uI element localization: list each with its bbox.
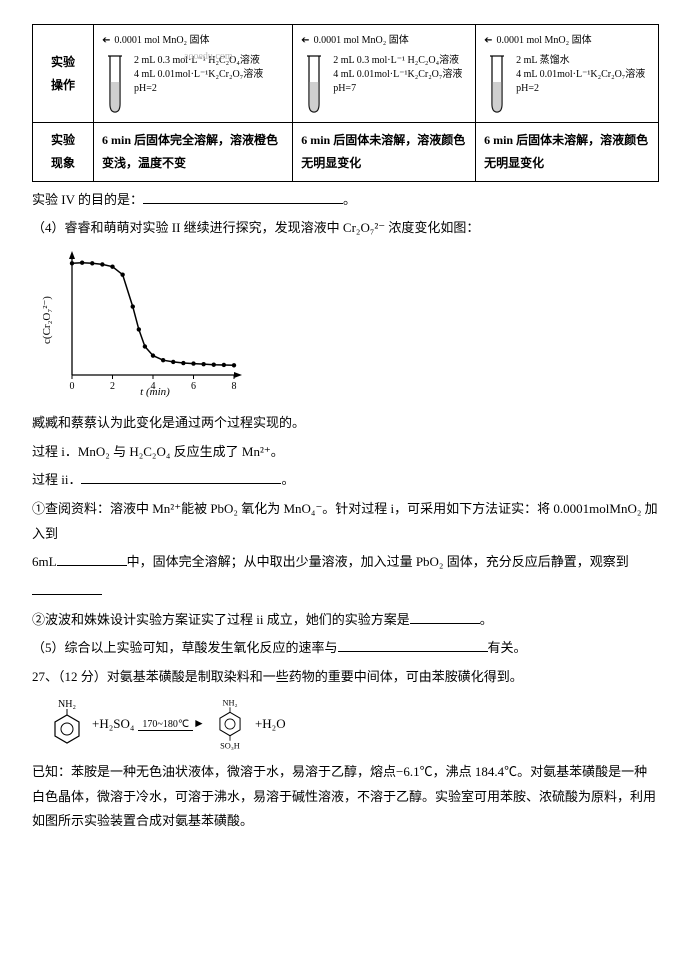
- row1-label: 实验 操作: [33, 25, 94, 123]
- blank-input[interactable]: [338, 638, 488, 652]
- line-known: 已知：苯胺是一种无色油状液体，微溶于水，易溶于乙醇，熔点−6.1℃，沸点 184…: [32, 760, 659, 834]
- text: 。: [480, 612, 493, 627]
- cell-op-c: ➔0.0001 mol MnO₂ 固体 2 mL 蒸馏水 4 mL 0.01mo…: [476, 25, 659, 123]
- op-line: 2 mL 0.3 mol·L⁻¹ H₂C₂O₄溶液: [333, 54, 462, 68]
- text: 。: [281, 472, 294, 487]
- blank-input[interactable]: [143, 190, 343, 204]
- line-step1b: 6mL 中，固体完全溶解；从中取出少量溶液，加入过量 PbO₂ 固体，充分反应后静…: [32, 550, 659, 575]
- text: 6mL: [32, 554, 57, 569]
- blank-input[interactable]: [32, 581, 102, 595]
- line-5: （5）综合以上实验可知，草酸发生氧化反应的速率与 有关。: [32, 636, 659, 661]
- cell-op-b: ➔ 0.0001 mol MnO₂ 固体 2 mL 0.3 mol·L⁻¹ H₂C…: [293, 25, 476, 123]
- mno2-label: 0.0001 mol MnO₂ 固体: [314, 31, 409, 50]
- op-line: 4 mL 0.01mol·L⁻¹K₂Cr₂O₇溶液: [134, 68, 263, 82]
- watermark: aooedu.com: [184, 47, 233, 66]
- experiment-table: 实验 操作 ➔0.0001 mol MnO₂ 固体 2 mL 0.3 mol·L…: [32, 24, 659, 182]
- phen-b: 6 min 后固体未溶解，溶液颜色无明显变化: [293, 123, 476, 182]
- mno2-label: 0.0001 mol MnO₂ 固体: [496, 31, 591, 50]
- svg-text:8: 8: [232, 381, 237, 392]
- op-line: 2 mL 蒸馏水: [516, 54, 645, 68]
- text: 过程 ii．: [32, 472, 81, 487]
- h2o-text: +H₂O: [255, 712, 286, 737]
- blank-input[interactable]: [81, 470, 281, 484]
- op-line: pH=2: [516, 82, 645, 96]
- x-axis-label: t (min): [140, 386, 170, 398]
- reaction-arrow-icon: 170~180℃►: [138, 712, 205, 735]
- arrow-icon: ➔: [102, 31, 110, 50]
- test-tube-icon: [484, 54, 510, 116]
- product-icon: NH₂ SO₃H: [209, 698, 251, 750]
- label-text: 操作: [51, 78, 75, 92]
- line-proc-i: 过程 i．MnO₂ 与 H₂C₂O₄ 反应生成了 Mn²⁺。: [32, 440, 659, 465]
- svg-text:2: 2: [110, 381, 115, 392]
- svg-text:SO₃H: SO₃H: [220, 741, 240, 750]
- line-step1: ①查阅资料：溶液中 Mn²⁺能被 PbO₂ 氧化为 MnO₄⁻。针对过程 i，可…: [32, 497, 659, 546]
- svg-text:NH₂: NH₂: [222, 698, 237, 707]
- op-line: 4 mL 0.01mol·L⁻¹K₂Cr₂O₇溶液: [516, 68, 645, 82]
- text: 中，固体完全溶解；从中取出少量溶液，加入过量 PbO₂ 固体，充分反应后静置，观…: [127, 554, 629, 569]
- line-step2: ②波波和姝姝设计实验方案证实了过程 ii 成立，她们的实验方案是 。: [32, 608, 659, 633]
- op-line: pH=2: [134, 82, 263, 96]
- text: 有关。: [488, 640, 527, 655]
- phen-a: 6 min 后固体完全溶解，溶液橙色变浅，温度不变: [94, 123, 293, 182]
- test-tube-icon: [301, 54, 327, 116]
- op-line: pH=7: [333, 82, 462, 96]
- text: 实验 IV 的目的是：: [32, 192, 143, 207]
- text: 。: [343, 192, 356, 207]
- svg-text:NH₂: NH₂: [58, 699, 76, 710]
- test-tube-icon: [102, 54, 128, 116]
- blank-input[interactable]: [57, 552, 127, 566]
- aniline-icon: NH₂: [46, 698, 88, 750]
- blank-input[interactable]: [410, 610, 480, 624]
- reaction-equation: NH₂ +H₂SO₄ 170~180℃► NH₂ SO₃H +H₂O: [46, 698, 659, 750]
- row2-label: 实验 现象: [33, 123, 94, 182]
- line-27: 27、（12 分）对氨基苯磺酸是制取染料和一些药物的重要中间体，可由苯胺磺化得到…: [32, 665, 659, 690]
- phen-c: 6 min 后固体未溶解，溶液颜色无明显变化: [476, 123, 659, 182]
- line-4: （4）睿睿和萌萌对实验 II 继续进行探究，发现溶液中 Cr₂O₇²⁻ 浓度变化…: [32, 216, 659, 241]
- arrow-icon: ➔: [301, 31, 309, 50]
- line-zang: 臧臧和蔡蔡认为此变化是通过两个过程实现的。: [32, 411, 659, 436]
- label-text: 实验: [51, 55, 75, 69]
- text: ②波波和姝姝设计实验方案证实了过程 ii 成立，她们的实验方案是: [32, 612, 410, 627]
- y-axis-label: c(Cr₂O₇²⁻): [41, 296, 53, 344]
- line-proc-ii: 过程 ii． 。: [32, 468, 659, 493]
- op-line: 4 mL 0.01mol·L⁻¹K₂Cr₂O₇溶液: [333, 68, 462, 82]
- temp-text: 170~180℃: [138, 719, 193, 731]
- svg-text:0: 0: [70, 381, 75, 392]
- arrow-icon: ➔: [484, 31, 492, 50]
- h2so4-text: +H₂SO₄: [92, 712, 134, 737]
- line-iv-purpose: 实验 IV 的目的是： 。: [32, 188, 659, 213]
- line-step1c: [32, 579, 659, 604]
- cell-op-a: ➔0.0001 mol MnO₂ 固体 2 mL 0.3 mol·L⁻¹ H₂C…: [94, 25, 293, 123]
- concentration-chart: 02468 c(Cr₂O₇²⁻) t (min): [38, 245, 248, 405]
- svg-text:6: 6: [191, 381, 196, 392]
- text: ①查阅资料：溶液中 Mn²⁺能被 PbO₂ 氧化为 MnO₄⁻。针对过程 i，可…: [32, 501, 658, 541]
- text: （5）综合以上实验可知，草酸发生氧化反应的速率与: [32, 640, 338, 655]
- label-text: 现象: [51, 156, 75, 170]
- label-text: 实验: [51, 133, 75, 147]
